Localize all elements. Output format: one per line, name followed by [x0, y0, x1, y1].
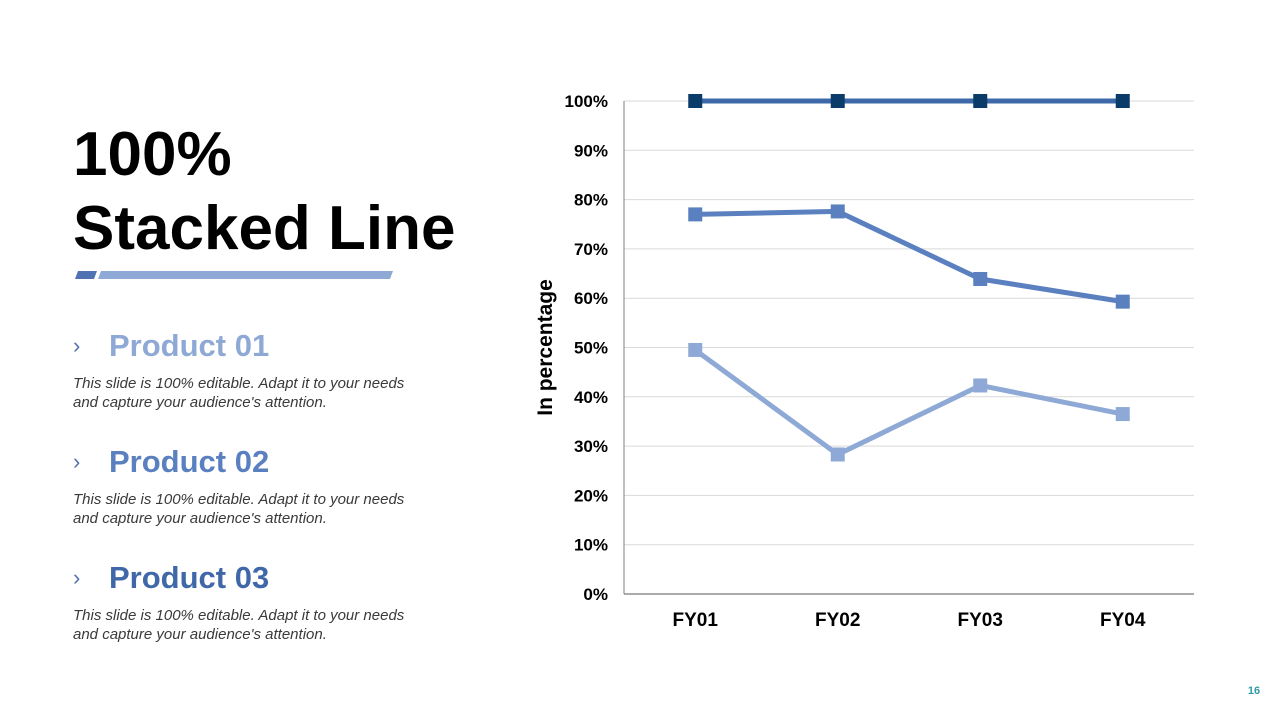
chevron-right-icon: ›	[73, 333, 81, 358]
product-01-desc-line2: and capture your audience's attention.	[73, 394, 327, 411]
title-underline	[75, 271, 393, 279]
y-tick-label: 70%	[574, 240, 608, 259]
y-tick-label: 40%	[574, 388, 608, 407]
page-number: 16	[1247, 685, 1261, 697]
series-1-marker	[973, 378, 988, 393]
product-02-desc-line1: This slide is 100% editable. Adapt it to…	[73, 491, 405, 508]
product-01-block: › Product 01 This slide is 100% editable…	[73, 326, 513, 412]
y-tick-label: 60%	[574, 289, 608, 308]
y-tick-label: 90%	[574, 141, 608, 160]
y-tick-label: 80%	[574, 191, 608, 210]
series-3-marker	[973, 94, 988, 108]
x-tick-label: FY02	[815, 610, 860, 631]
series-1-line	[693, 347, 1124, 457]
y-tick-label: 10%	[574, 536, 608, 555]
product-02-description: This slide is 100% editable. Adapt it to…	[73, 490, 513, 528]
x-tick-label: FY03	[958, 610, 1003, 631]
slide-title-line2: Stacked Line	[73, 194, 456, 263]
underline-short-segment	[75, 271, 97, 279]
product-02-block: › Product 02 This slide is 100% editable…	[73, 442, 513, 528]
series-1-marker	[688, 342, 703, 357]
y-tick-label: 0%	[583, 585, 608, 604]
product-02-name: Product 02	[109, 444, 270, 479]
product-01-description: This slide is 100% editable. Adapt it to…	[73, 374, 513, 412]
series-2-marker	[688, 207, 703, 222]
y-tick-label: 100%	[565, 92, 608, 111]
product-02-desc-line2: and capture your audience's attention.	[73, 510, 327, 527]
x-tick-label: FY01	[673, 610, 719, 631]
product-03-desc-line2: and capture your audience's attention.	[73, 626, 327, 643]
product-03-desc-line1: This slide is 100% editable. Adapt it to…	[73, 607, 405, 624]
underline-long-segment	[98, 271, 393, 279]
y-axis-title: In percentage	[534, 279, 557, 416]
x-tick-label: FY04	[1100, 610, 1146, 631]
product-01-desc-line1: This slide is 100% editable. Adapt it to…	[73, 375, 405, 392]
slide-title: 100% Stacked Line	[73, 118, 513, 266]
stacked-line-chart: 0% 10% 20% 30% 40% 50% 60% 70% 80% 90% 100% FY01 FY0…	[534, 92, 1194, 631]
chevron-right-icon: ›	[73, 449, 81, 474]
y-tick-label: 50%	[574, 339, 608, 358]
series-2-line	[695, 208, 1124, 305]
series-3-marker	[830, 94, 845, 108]
series-2-marker	[1115, 294, 1130, 309]
product-03-block: › Product 03 This slide is 100% editable…	[73, 558, 513, 644]
y-tick-label: 20%	[574, 486, 608, 505]
series-1-marker	[830, 447, 845, 462]
series-3-marker	[1115, 94, 1130, 108]
product-03-description: This slide is 100% editable. Adapt it to…	[73, 606, 513, 644]
product-03-name: Product 03	[109, 560, 270, 595]
y-tick-label: 30%	[574, 437, 608, 456]
series-2-marker	[973, 271, 988, 286]
product-01-name: Product 01	[109, 328, 270, 363]
series-1-marker	[1115, 407, 1130, 422]
series-2-marker	[830, 204, 845, 219]
chevron-right-icon: ›	[73, 565, 81, 590]
slide-title-line1: 100%	[73, 120, 232, 189]
series-3-marker	[688, 94, 703, 108]
